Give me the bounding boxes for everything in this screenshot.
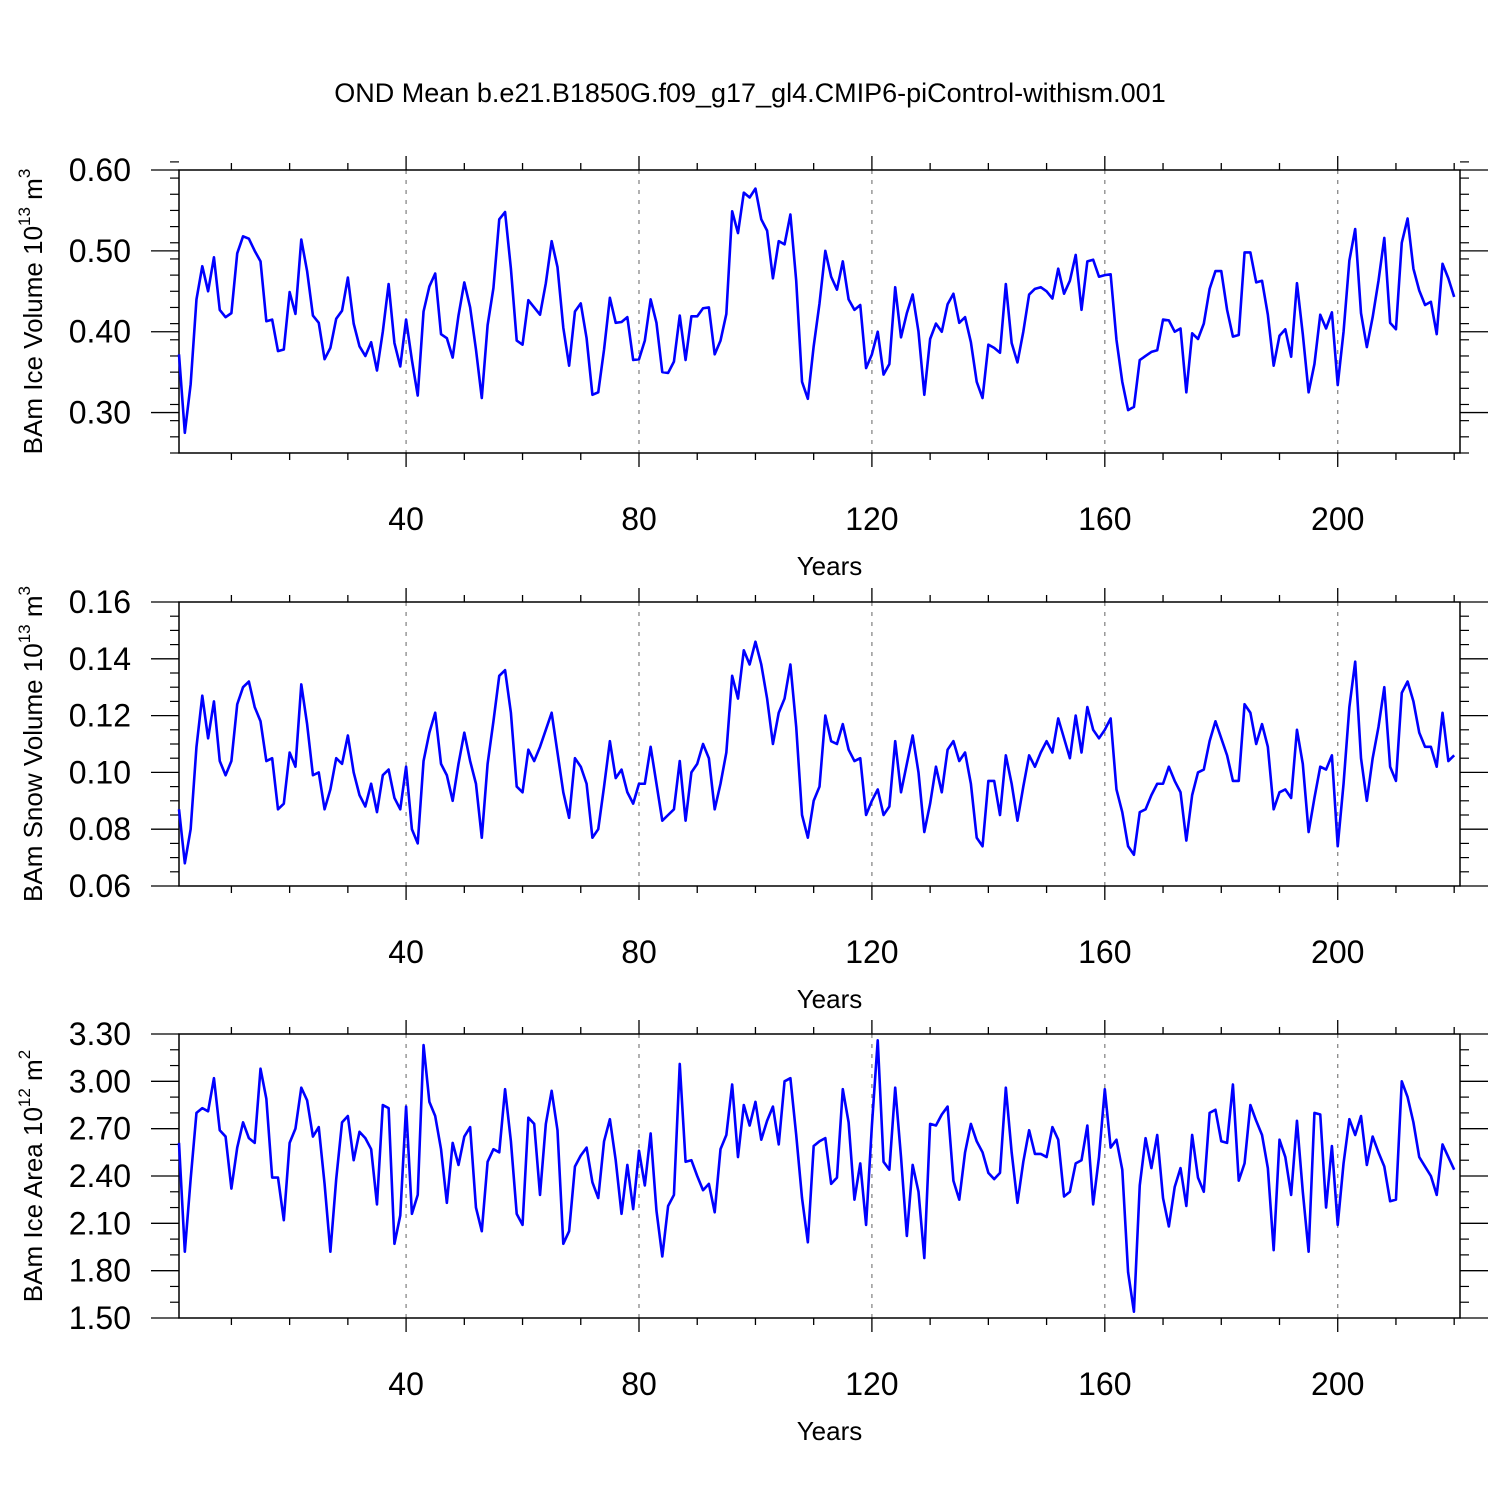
ice-volume-ylabel: BAm Ice Volume 1013 m3 <box>15 169 48 455</box>
ice-volume-xtick-label: 80 <box>621 501 657 537</box>
ice-area-xtick-label: 40 <box>388 1366 424 1402</box>
ice-volume-panel: 40 80 120 160 200 0.30 0.40 0.50 0.60 Years BAm Ic… <box>15 152 1488 581</box>
ice-area-xlabel: Years <box>797 1416 863 1446</box>
snow-volume-ytick-label: 0.14 <box>69 641 131 677</box>
snow-volume-xlabel: Years <box>797 984 863 1014</box>
snow-volume-panel: 40 80 120 160 200 0.06 0.08 0.10 0.12 0.14 0.16 Yea… <box>15 584 1488 1014</box>
ice-area-ytick-label: 2.10 <box>69 1205 131 1241</box>
snow-volume-xtick-label: 120 <box>845 934 898 970</box>
snow-volume-series-line <box>177 640 1456 865</box>
ice-area-ytick-label: 1.50 <box>69 1300 131 1336</box>
snow-volume-xtick-label: 80 <box>621 934 657 970</box>
snow-volume-ytick-label: 0.12 <box>69 698 131 734</box>
ice-volume-xtick-label: 160 <box>1078 501 1131 537</box>
ice-area-ylabel: BAm Ice Area 1012 m2 <box>15 1050 48 1302</box>
ice-area-ytick-label: 1.80 <box>69 1253 131 1289</box>
ice-area-series-line <box>177 1039 1456 1313</box>
ice-area-xtick-label: 80 <box>621 1366 657 1402</box>
snow-volume-ytick-label: 0.10 <box>69 754 131 790</box>
ice-area-ytick-label: 2.70 <box>69 1111 131 1147</box>
ice-volume-xtick-label: 200 <box>1311 501 1364 537</box>
ice-volume-xlabel: Years <box>797 551 863 581</box>
ice-volume-xtick-label: 120 <box>845 501 898 537</box>
snow-volume-xtick-label: 160 <box>1078 934 1131 970</box>
ice-area-xtick-label: 200 <box>1311 1366 1364 1402</box>
snow-volume-xtick-label: 40 <box>388 934 424 970</box>
ice-volume-ytick-label: 0.40 <box>69 314 131 350</box>
ice-area-ytick-label: 3.30 <box>69 1016 131 1052</box>
snow-volume-xtick-label: 200 <box>1311 934 1364 970</box>
figure-title: OND Mean b.e21.B1850G.f09_g17_gl4.CMIP6-… <box>334 78 1166 108</box>
ice-volume-ytick-label: 0.60 <box>69 152 131 188</box>
ice-volume-ytick-label: 0.30 <box>69 395 131 431</box>
ice-volume-series-line <box>177 187 1456 435</box>
ice-area-ytick-label: 3.00 <box>69 1063 131 1099</box>
ice-area-panel: 40 80 120 160 200 1.50 1.80 2.10 2.40 2.70 3.00 3.3… <box>15 1016 1488 1446</box>
ice-area-xtick-label: 120 <box>845 1366 898 1402</box>
ice-volume-ytick-label: 0.50 <box>69 233 131 269</box>
ice-volume-frame <box>178 169 1461 454</box>
snow-volume-ytick-label: 0.08 <box>69 811 131 847</box>
ice-volume-xtick-label: 40 <box>388 501 424 537</box>
snow-volume-ytick-label: 0.06 <box>69 868 131 904</box>
ice-area-xtick-label: 160 <box>1078 1366 1131 1402</box>
snow-volume-ytick-label: 0.16 <box>69 584 131 620</box>
ice-area-ytick-label: 2.40 <box>69 1158 131 1194</box>
snow-volume-ylabel: BAm Snow Volume 1013 m3 <box>15 586 48 902</box>
